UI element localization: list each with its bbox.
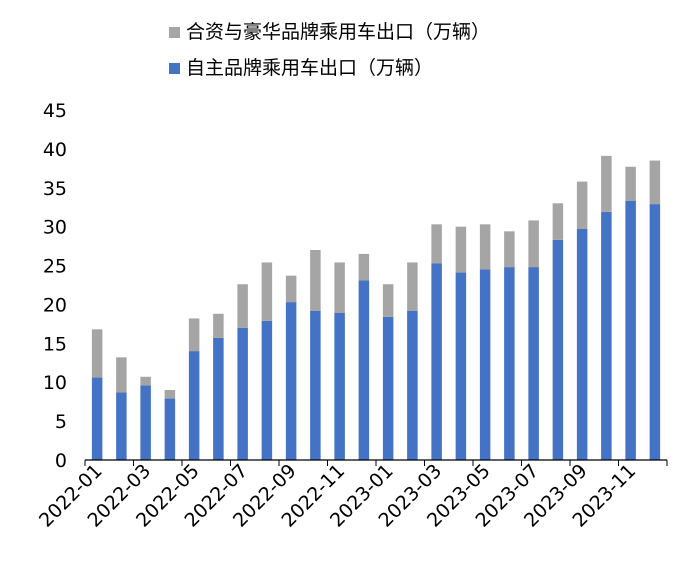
y-tick-label: 0 bbox=[55, 450, 67, 472]
bar-segment bbox=[116, 392, 127, 460]
y-tick-label: 15 bbox=[43, 333, 67, 355]
bar-segment bbox=[334, 313, 345, 460]
bar-segment bbox=[285, 275, 297, 303]
bar-segment bbox=[601, 155, 612, 212]
bar-segment bbox=[455, 272, 467, 460]
bar-segment bbox=[479, 224, 491, 270]
bar-segment bbox=[310, 250, 321, 311]
bar-segment bbox=[649, 160, 661, 205]
bar-segment bbox=[116, 357, 127, 393]
y-tick-label: 40 bbox=[43, 139, 67, 161]
bar-segment bbox=[552, 239, 564, 460]
bar-segment bbox=[285, 302, 297, 460]
legend-item: 合资与豪华品牌乘用车出口（万辆） bbox=[169, 21, 490, 43]
bar-segment bbox=[310, 310, 321, 460]
bar-segment bbox=[237, 284, 248, 328]
bar-segment bbox=[601, 211, 612, 460]
bar-segment bbox=[237, 327, 248, 460]
bars bbox=[91, 155, 661, 460]
y-tick-label: 25 bbox=[43, 256, 67, 278]
bar-segment bbox=[455, 226, 467, 273]
legend-swatch bbox=[169, 27, 180, 38]
bar-segment bbox=[140, 376, 151, 386]
bar-segment bbox=[625, 166, 636, 201]
bar-segment bbox=[188, 351, 200, 460]
bar-segment bbox=[91, 377, 103, 460]
legend-item: 自主品牌乘用车出口（万辆） bbox=[169, 57, 433, 79]
bar-segment bbox=[407, 310, 418, 460]
bar-segment bbox=[552, 203, 564, 240]
bar-segment bbox=[479, 269, 491, 460]
legend: 合资与豪华品牌乘用车出口（万辆） 自主品牌乘用车出口（万辆） bbox=[169, 21, 490, 79]
y-tick-label: 35 bbox=[43, 178, 67, 200]
bar-segment bbox=[213, 337, 224, 460]
bar-segment bbox=[213, 313, 224, 338]
legend-label: 合资与豪华品牌乘用车出口（万辆） bbox=[186, 21, 490, 43]
bar-segment bbox=[504, 231, 515, 268]
bar-segment bbox=[164, 390, 176, 399]
bar-segment bbox=[261, 320, 273, 460]
bar-segment bbox=[431, 224, 442, 264]
bar-segment bbox=[625, 201, 636, 460]
bar-segment bbox=[528, 267, 539, 460]
y-tick-label: 30 bbox=[43, 217, 67, 239]
bar-segment bbox=[431, 263, 442, 460]
bar-segment bbox=[358, 253, 370, 281]
bar-segment bbox=[140, 385, 151, 460]
bar-segment bbox=[576, 229, 588, 460]
bar-segment bbox=[358, 280, 370, 460]
legend-label: 自主品牌乘用车出口（万辆） bbox=[186, 57, 433, 79]
y-tick-label: 45 bbox=[43, 100, 67, 122]
bar-segment bbox=[334, 262, 345, 313]
bar-segment bbox=[649, 204, 661, 460]
bar-segment bbox=[382, 316, 394, 460]
bar-segment bbox=[382, 284, 394, 317]
bar-segment bbox=[91, 329, 103, 378]
y-tick-label: 20 bbox=[43, 294, 67, 316]
bar-segment bbox=[504, 267, 515, 460]
legend-swatch bbox=[169, 63, 180, 74]
x-axis: 2022-012022-032022-052022-072022-092022-… bbox=[35, 459, 668, 532]
y-tick-label: 5 bbox=[55, 411, 67, 433]
y-tick-label: 10 bbox=[43, 372, 67, 394]
bar-segment bbox=[188, 318, 200, 352]
bar-segment bbox=[576, 181, 588, 229]
bar-segment bbox=[407, 262, 418, 311]
bar-segment bbox=[528, 220, 539, 268]
bar-segment bbox=[164, 398, 176, 460]
y-axis: 0 5 10 15 20 25 30 35 40 45 bbox=[43, 100, 67, 472]
bar-segment bbox=[261, 262, 273, 321]
